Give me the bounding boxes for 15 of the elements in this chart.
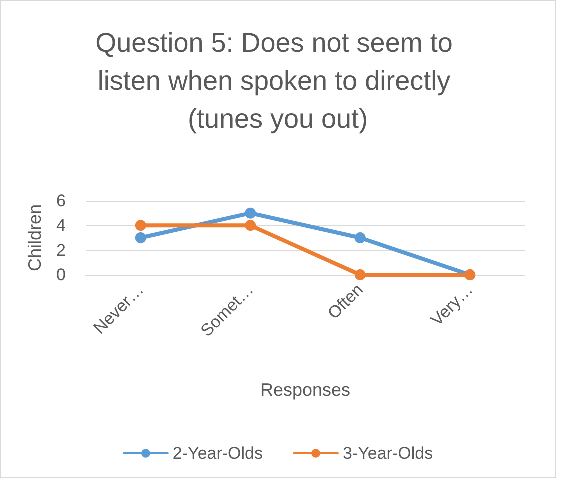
- point: [135, 232, 146, 244]
- y-tick-label: 6: [56, 192, 66, 210]
- point: [245, 220, 256, 232]
- y-tick-label: 0: [56, 266, 66, 284]
- y-tick-label: 4: [56, 216, 66, 236]
- point: [135, 220, 146, 232]
- point: [245, 208, 256, 219]
- chart-title: Question 5: Does not seem to listen when spoken to directly (tunes you out): [96, 28, 460, 134]
- point: [354, 270, 366, 280]
- legend-label: 3-Year-Olds: [343, 444, 434, 463]
- y-tick-label: 2: [56, 240, 66, 260]
- point: [354, 232, 366, 244]
- x-axis-title: Responses: [260, 380, 351, 400]
- y-axis-title: Children: [25, 204, 45, 272]
- legend-label: 2-Year-Olds: [172, 444, 264, 463]
